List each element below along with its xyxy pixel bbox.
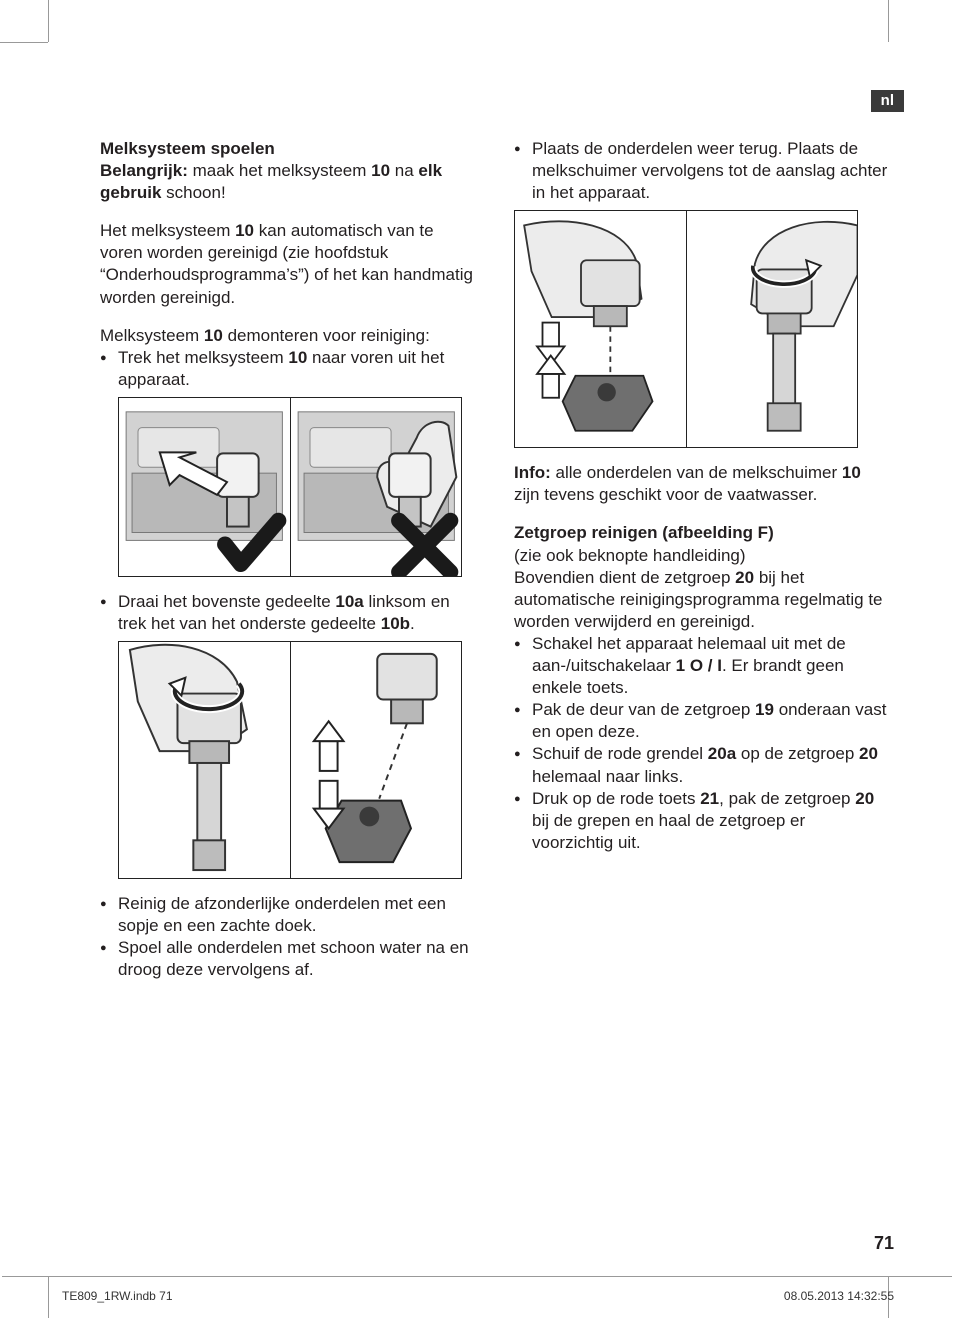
paragraph-info: Info: alle onderdelen van de melk­schuim…	[514, 462, 890, 506]
figure-panel-insert	[686, 211, 858, 447]
paragraph-zie-ook: (zie ook beknopte handleiding)	[514, 545, 890, 567]
text-bold: 20	[855, 789, 874, 808]
language-badge: nl	[871, 90, 904, 112]
text: na	[390, 161, 418, 180]
list-item: Druk op de rode toets 21, pak de zetgroe…	[514, 788, 890, 854]
text-bold: Info:	[514, 463, 551, 482]
text: Druk op de rode toets	[532, 789, 700, 808]
section-melksysteem: Melksysteem spoelen Belangrijk: maak het…	[100, 138, 476, 204]
text: Bovendien dient de zetgroep	[514, 568, 735, 587]
text-bold: Belangrijk:	[100, 161, 188, 180]
paragraph-bovendien: Bovendien dient de zetgroep 20 bij het a…	[514, 567, 890, 633]
column-right: Plaats de onderdelen weer terug. Plaats …	[514, 138, 890, 982]
list-item: Schuif de rode grendel 20a op de zetgroe…	[514, 743, 890, 787]
text: Schuif de rode grendel	[532, 744, 708, 763]
heading-zetgroep: Zetgroep reinigen (afbeelding F)	[514, 523, 774, 542]
text: (zie ook beknopte handleiding)	[514, 546, 746, 565]
text: Draai het bovenste gedeelte	[118, 592, 335, 611]
text-bold: 10	[204, 326, 223, 345]
paragraph-demonteren: Melksysteem 10 demonteren voor reiniging…	[100, 325, 476, 391]
section-zetgroep: Zetgroep reinigen (afbeelding F) (zie oo…	[514, 522, 890, 853]
text: Plaats de onderdelen weer terug. Plaats …	[532, 139, 887, 202]
list-item: Reinig de afzonderlijke onderdelen met e…	[100, 893, 476, 937]
paragraph-auto-clean: Het melksysteem 10 kan automatisch van t…	[100, 220, 476, 308]
heading-melksysteem: Melksysteem spoelen	[100, 139, 275, 158]
list-item: Spoel alle onderdelen met schoon water n…	[100, 937, 476, 981]
text-bold: 10a	[335, 592, 363, 611]
text: schoon!	[161, 183, 225, 202]
text-bold: 10	[288, 348, 307, 367]
text: Het melksysteem	[100, 221, 235, 240]
list-item: Pak de deur van de zetgroep 19 onderaan …	[514, 699, 890, 743]
figure-panel-correct	[119, 398, 290, 576]
figure-panel-twist	[119, 642, 290, 878]
text: Trek het melksysteem	[118, 348, 288, 367]
list-item: Plaats de onderdelen weer terug. Plaats …	[514, 138, 890, 204]
column-left: Melksysteem spoelen Belangrijk: maak het…	[100, 138, 476, 982]
text: zijn tevens geschikt voor de vaatwasser.	[514, 485, 817, 504]
text-bold: 20	[859, 744, 878, 763]
figure-panel-wrong	[290, 398, 462, 576]
text: Melksysteem	[100, 326, 204, 345]
text: op de zetgroep	[736, 744, 859, 763]
text-bold: 1 O / I	[676, 656, 722, 675]
text-bold: 10	[371, 161, 390, 180]
text: helemaal naar links.	[532, 767, 683, 786]
text: Pak de deur van de zetgroep	[532, 700, 755, 719]
footer-timestamp: 08.05.2013 14:32:55	[784, 1289, 894, 1303]
text: .	[410, 614, 415, 633]
text: demonteren voor reiniging:	[223, 326, 430, 345]
text-bold: 20a	[708, 744, 736, 763]
footer-filename: TE809_1RW.indb 71	[62, 1289, 173, 1303]
list-item: Schakel het apparaat helemaal uit met de…	[514, 633, 890, 699]
text-bold: 10b	[381, 614, 410, 633]
text: Reinig de afzonderlijke onderdelen met e…	[118, 894, 446, 935]
figure-reassemble	[514, 210, 858, 448]
text: alle onderdelen van de melk­schuimer	[551, 463, 842, 482]
page-number: 71	[874, 1233, 894, 1254]
text: Spoel alle onderdelen met schoon water n…	[118, 938, 469, 979]
figure-panel-separate	[290, 642, 462, 878]
text-bold: 19	[755, 700, 774, 719]
text-bold: 10	[842, 463, 861, 482]
text: , pak de zetgroep	[719, 789, 855, 808]
text: maak het melksysteem	[188, 161, 371, 180]
text: bij de grepen en haal de zetgroep er voo…	[532, 811, 805, 852]
text-bold: 20	[735, 568, 754, 587]
paragraph-belangrijk: Belangrijk: maak het melksysteem 10 na e…	[100, 160, 476, 204]
text-bold: 21	[700, 789, 719, 808]
figure-twist-off	[118, 641, 462, 879]
list-item: Trek het melksysteem 10 naar voren uit h…	[100, 347, 476, 391]
list-item: Draai het bovenste gedeelte 10a linksom …	[100, 591, 476, 635]
page-columns: Melksysteem spoelen Belangrijk: maak het…	[100, 138, 890, 982]
figure-panel-reattach	[515, 211, 686, 447]
figure-pull-frother	[118, 397, 462, 577]
text-bold: 10	[235, 221, 254, 240]
